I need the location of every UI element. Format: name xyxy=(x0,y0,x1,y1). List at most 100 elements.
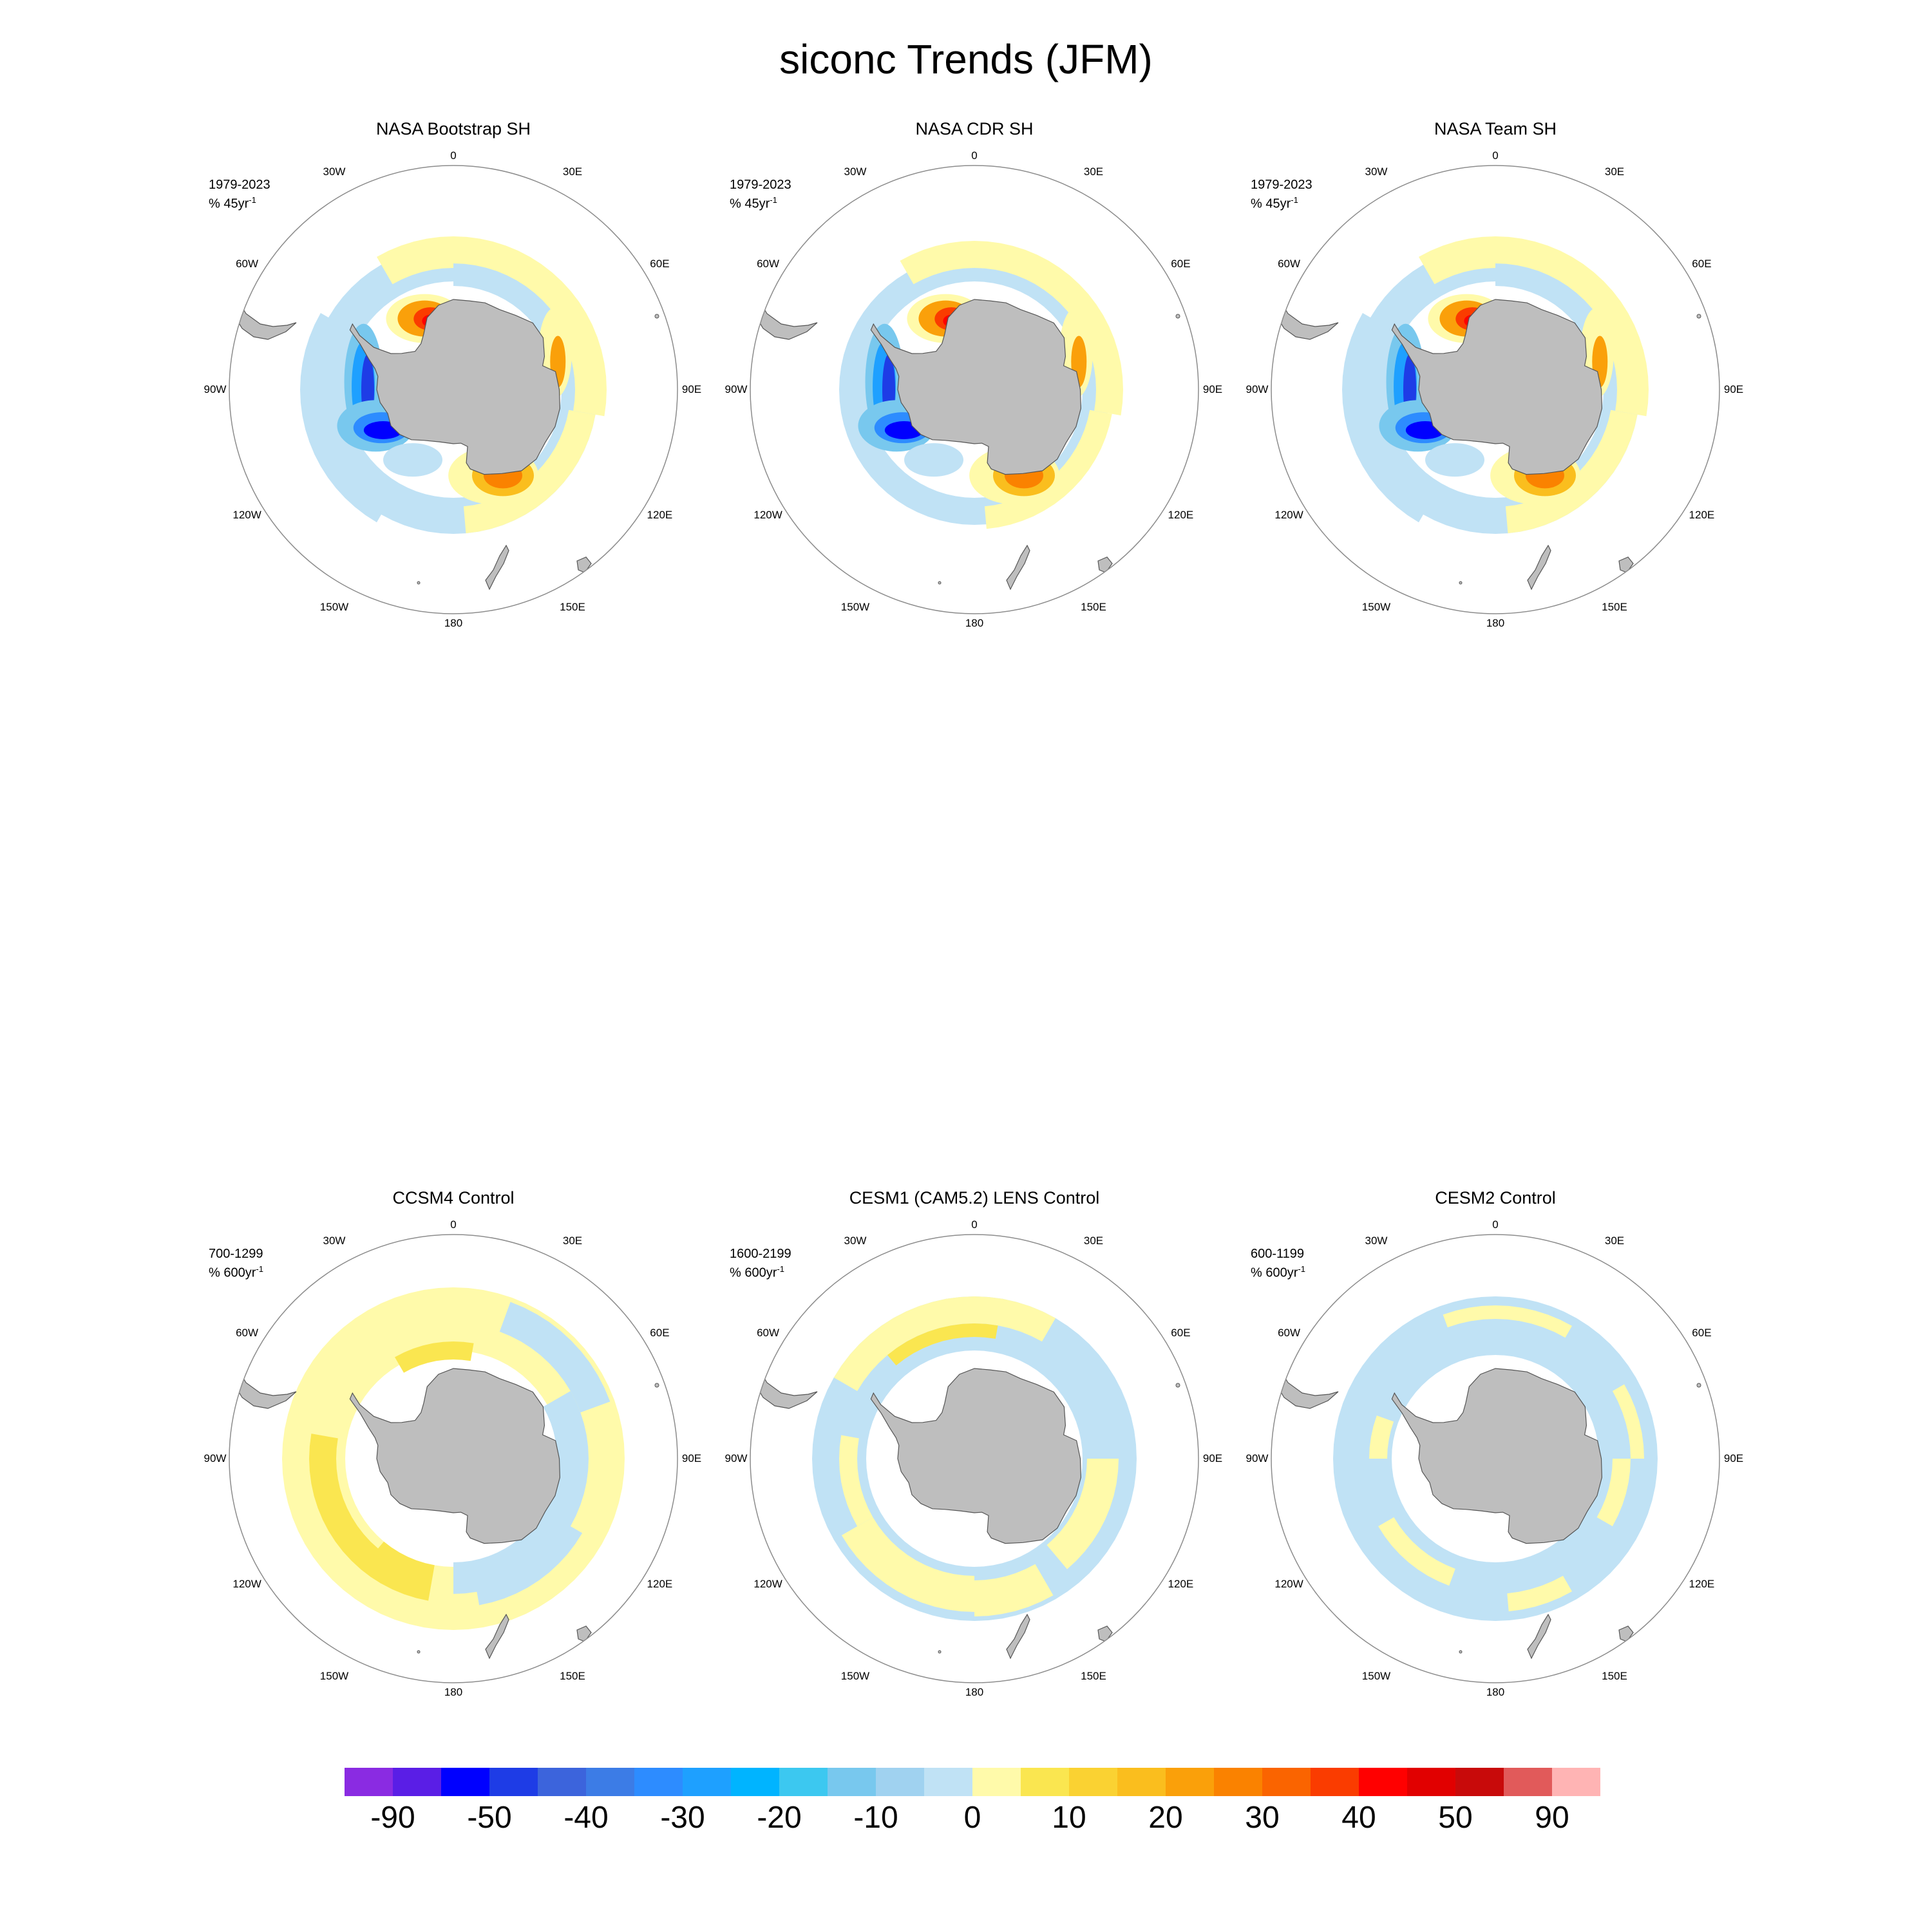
lon-label: 120E xyxy=(647,509,673,521)
lon-label: 90E xyxy=(1723,383,1744,395)
colorbar-swatch xyxy=(972,1768,1021,1796)
lon-label: 30W xyxy=(844,166,867,178)
small-island xyxy=(1459,1650,1463,1654)
polar-map xyxy=(229,1234,678,1683)
south-america-landmass xyxy=(1274,1362,1339,1409)
trend-band xyxy=(1046,1459,1119,1569)
colorbar-swatch xyxy=(924,1768,973,1796)
colorbar-swatch xyxy=(828,1768,876,1796)
kerguelen-island xyxy=(1175,314,1180,319)
sea-ice-trend-field xyxy=(753,241,1180,591)
colorbar-swatch xyxy=(1262,1768,1311,1796)
map-boundary xyxy=(1271,1234,1720,1683)
lon-label: 30E xyxy=(1604,1235,1625,1247)
units-text: % 45yr xyxy=(730,196,770,211)
colorbar-label: -10 xyxy=(853,1801,898,1835)
lon-label: 60E xyxy=(1692,1327,1712,1339)
units-label: % 45yr-1 xyxy=(730,193,791,212)
lon-label: 30W xyxy=(323,166,346,178)
south-america-landmass xyxy=(753,1362,818,1409)
colorbar-swatch xyxy=(1455,1768,1504,1796)
lon-label: 30W xyxy=(1365,166,1388,178)
lon-label: 60W xyxy=(1278,1327,1301,1339)
lon-label: 0 xyxy=(971,1218,978,1231)
lon-label: 0 xyxy=(1492,1218,1499,1231)
lon-label: 0 xyxy=(1492,149,1499,162)
colorbar-swatch xyxy=(489,1768,538,1796)
colorbar-swatch xyxy=(1021,1768,1070,1796)
trend-band xyxy=(974,1564,1054,1616)
antarctica-landmass xyxy=(1391,1368,1603,1544)
map-boundary xyxy=(229,1234,678,1683)
colorbar-swatch xyxy=(1069,1768,1118,1796)
lon-label: 30W xyxy=(1365,1235,1388,1247)
small-island xyxy=(1459,581,1463,585)
tasmania-landmass xyxy=(1097,556,1113,573)
colorbar-label: -30 xyxy=(660,1801,705,1835)
trend-band xyxy=(361,1541,435,1601)
units-text: % 600yr xyxy=(1251,1265,1298,1280)
antarctica-landmass xyxy=(1391,299,1603,475)
units-label: % 45yr-1 xyxy=(209,193,270,212)
lon-label: 0 xyxy=(971,149,978,162)
trend-band xyxy=(377,236,607,417)
panel-title: NASA Bootstrap SH xyxy=(375,119,531,138)
map-panel-nasa-cdr: NASA CDR SH 1979-2023 % 45yr-1 0 30E 60E 90… xyxy=(725,119,1223,634)
map-boundary xyxy=(750,165,1199,614)
colorbar-swatch xyxy=(1552,1768,1600,1796)
lon-label: 120W xyxy=(753,509,782,521)
small-island xyxy=(938,581,942,585)
colorbar-swatch xyxy=(634,1768,683,1796)
lon-label: 90E xyxy=(1202,383,1223,395)
trend-band xyxy=(309,1434,395,1584)
colorbar-label: 50 xyxy=(1438,1801,1473,1835)
map-panel-nasa-team: NASA Team SH 1979-2023 % 45yr-1 0 30E 60E 9… xyxy=(1246,119,1744,634)
units-label: % 600yr-1 xyxy=(209,1262,263,1281)
lon-label: 180 xyxy=(1486,1686,1505,1698)
colorbar-label: -40 xyxy=(564,1801,609,1835)
tasmania-landmass xyxy=(576,556,592,573)
trend-band xyxy=(1495,263,1605,338)
new-zealand-landmass xyxy=(485,544,509,591)
lon-label: 180 xyxy=(965,617,984,629)
colorbar-label: 10 xyxy=(1052,1801,1086,1835)
lon-label: 90W xyxy=(204,1452,227,1464)
colorbar-swatch xyxy=(1407,1768,1456,1796)
units-exponent: -1 xyxy=(770,195,777,205)
kerguelen-island xyxy=(654,1383,659,1388)
colorbar-swatch xyxy=(1117,1768,1166,1796)
lon-label: 60E xyxy=(1171,1327,1191,1339)
units-exponent: -1 xyxy=(777,1264,784,1274)
units-label: % 600yr-1 xyxy=(730,1262,791,1281)
units-exponent: -1 xyxy=(256,1264,263,1274)
lon-label: 150E xyxy=(1602,601,1627,613)
sea-ice-trend-field xyxy=(1274,236,1701,591)
lon-label: 180 xyxy=(965,1686,984,1698)
map-boundary xyxy=(750,1234,1199,1683)
trend-band xyxy=(1612,1384,1644,1459)
tasmania-landmass xyxy=(576,1625,592,1642)
colorbar-label: 40 xyxy=(1341,1801,1376,1835)
polar-map xyxy=(1271,165,1720,614)
kerguelen-island xyxy=(1696,314,1701,319)
small-island xyxy=(417,581,421,585)
lon-label: 0 xyxy=(450,1218,457,1231)
trend-band xyxy=(1596,1459,1631,1526)
lon-label: 120E xyxy=(1168,1578,1194,1590)
lon-label: 60W xyxy=(757,1327,780,1339)
south-america-landmass xyxy=(1274,293,1339,340)
lon-label: 120E xyxy=(1689,1578,1715,1590)
lon-label: 90E xyxy=(1202,1452,1223,1464)
antarctica-landmass xyxy=(349,1368,561,1544)
lon-label: 30E xyxy=(562,1235,583,1247)
period-label: 700-1299 % 600yr-1 xyxy=(209,1246,263,1281)
lon-label: 90E xyxy=(681,1452,702,1464)
colorbar-swatch xyxy=(345,1768,393,1796)
lon-label: 120W xyxy=(1274,509,1303,521)
lon-label: 90E xyxy=(681,383,702,395)
lon-label: 120E xyxy=(647,1578,673,1590)
trend-band xyxy=(900,241,1123,416)
new-zealand-landmass xyxy=(485,1613,509,1660)
lon-label: 150W xyxy=(1361,601,1391,613)
lon-label: 60E xyxy=(1171,258,1191,270)
